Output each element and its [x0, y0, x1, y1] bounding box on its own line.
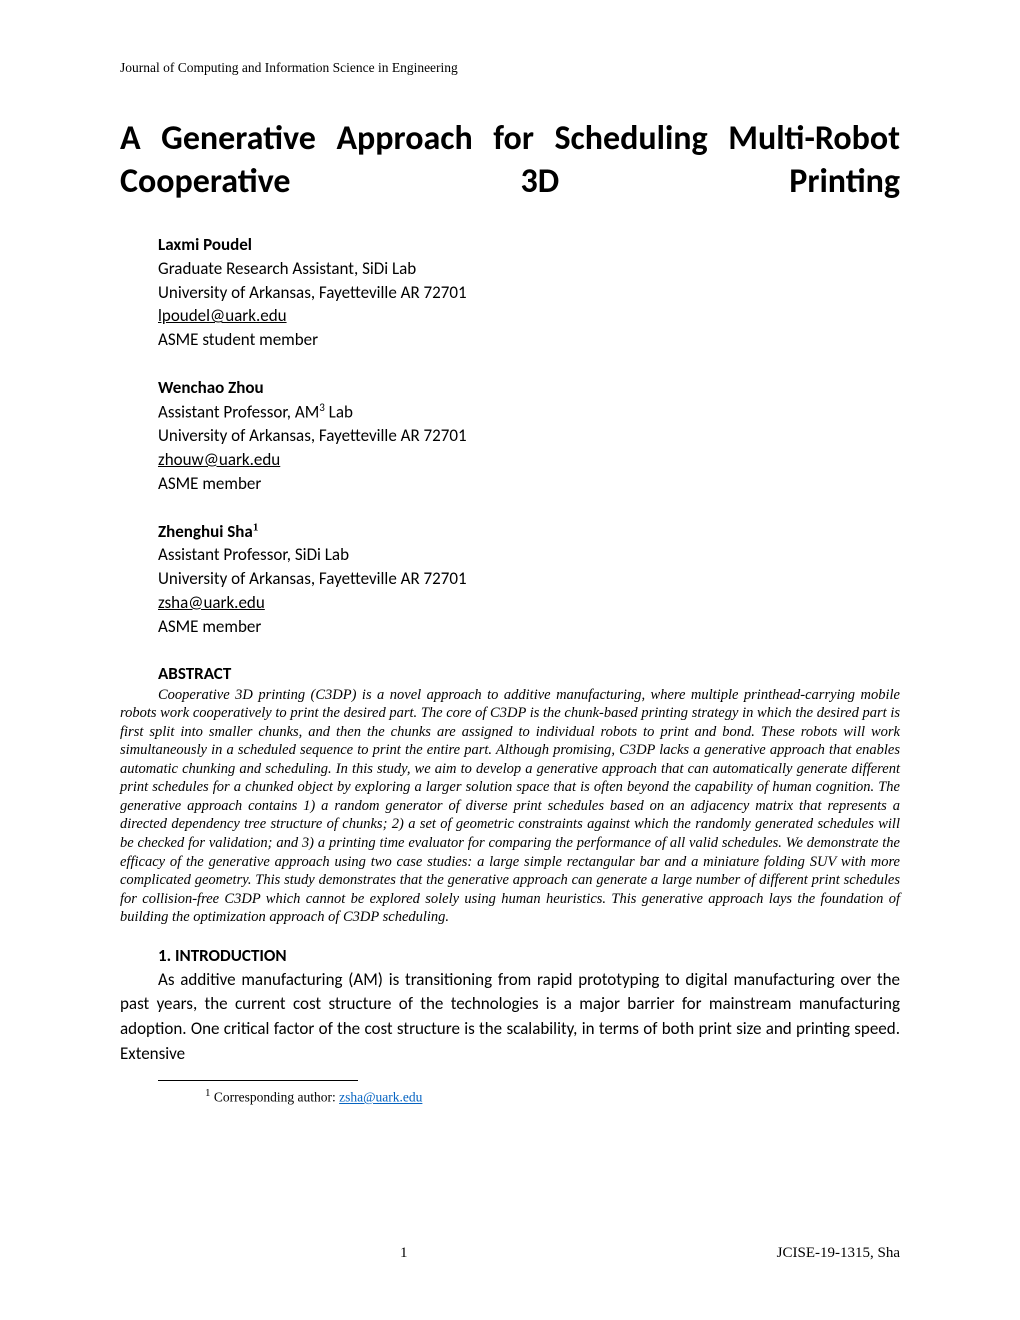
author-role: Graduate Research Assistant, SiDi Lab [158, 257, 900, 281]
author-role: Assistant Professor, AM3 Lab [158, 400, 900, 424]
footnote-ref: 1 [253, 521, 259, 533]
footnote-separator [158, 1080, 358, 1081]
author-block-2: Wenchao Zhou Assistant Professor, AM3 La… [158, 376, 900, 496]
author-membership: ASME member [158, 472, 900, 496]
author-role: Assistant Professor, SiDi Lab [158, 543, 900, 567]
author-affiliation: University of Arkansas, Fayetteville AR … [158, 281, 900, 305]
author-name-text: Zhenghui Sha [158, 521, 253, 542]
author-block-1: Laxmi Poudel Graduate Research Assistant… [158, 233, 900, 352]
page-number: 1 [400, 1245, 408, 1262]
author-name: Laxmi Poudel [158, 233, 900, 257]
abstract-heading: ABSTRACT [158, 663, 900, 684]
footnote-text: Corresponding author: [211, 1090, 340, 1105]
author-block-3: Zhenghui Sha1 Assistant Professor, SiDi … [158, 520, 900, 639]
author-role-text: Assistant Professor, AM [158, 401, 319, 422]
footnote: 1 Corresponding author: zsha@uark.edu [205, 1087, 900, 1106]
footnote-email[interactable]: zsha@uark.edu [339, 1090, 422, 1105]
author-membership: ASME member [158, 615, 900, 639]
author-email[interactable]: zhouw@uark.edu [158, 448, 900, 472]
author-email[interactable]: lpoudel@uark.edu [158, 304, 900, 328]
journal-name: Journal of Computing and Information Sci… [120, 60, 900, 76]
intro-text: As additive manufacturing (AM) is transi… [120, 968, 900, 1067]
footer-citation: JCISE-19-1315, Sha [777, 1245, 900, 1262]
paper-title: A Generative Approach for Scheduling Mul… [120, 118, 900, 203]
author-email[interactable]: zsha@uark.edu [158, 591, 900, 615]
section-heading: 1. INTRODUCTION [158, 945, 900, 966]
author-membership: ASME student member [158, 328, 900, 352]
page-footer: 1 JCISE-19-1315, Sha [120, 1245, 900, 1262]
author-affiliation: University of Arkansas, Fayetteville AR … [158, 567, 900, 591]
abstract-text: Cooperative 3D printing (C3DP) is a nove… [120, 686, 900, 927]
author-name: Zhenghui Sha1 [158, 520, 900, 544]
author-affiliation: University of Arkansas, Fayetteville AR … [158, 424, 900, 448]
author-role-suffix: Lab [325, 401, 353, 422]
author-name: Wenchao Zhou [158, 376, 900, 400]
